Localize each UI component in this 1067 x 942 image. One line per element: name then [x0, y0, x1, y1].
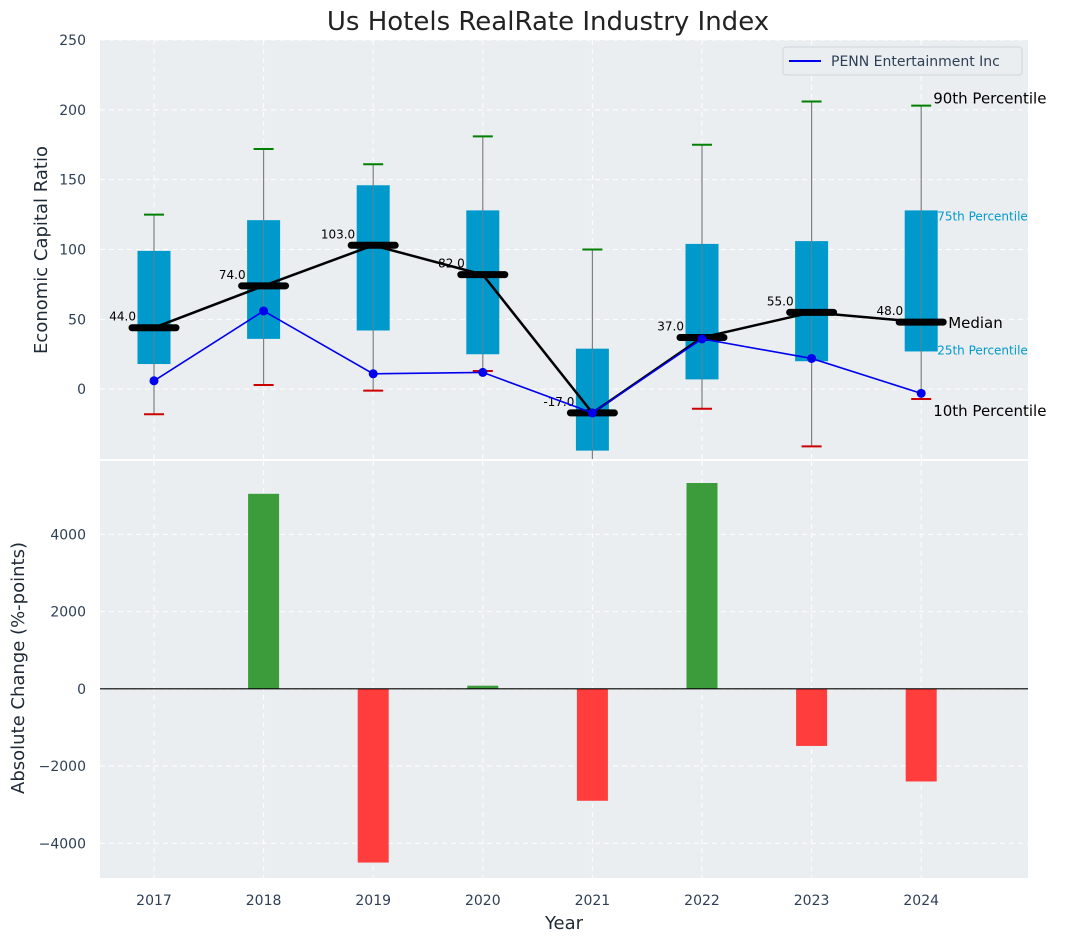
company-point-2020: [478, 367, 488, 377]
top-y-tick-label: 50: [68, 312, 86, 328]
company-point-2018: [259, 306, 269, 316]
change-bar-2024: [905, 688, 937, 782]
change-bar-2021: [576, 688, 608, 801]
legend-label-penn: PENN Entertainment Inc: [831, 54, 1000, 70]
median-value-label-2023: 55.0: [767, 294, 794, 308]
bottom-plot-area: [100, 461, 1028, 878]
company-point-2022: [697, 334, 707, 344]
x-tick-label-2022: 2022: [684, 893, 720, 909]
change-bar-2020: [467, 685, 499, 689]
legend: PENN Entertainment Inc: [782, 46, 1023, 76]
top-y-tick-label: 0: [77, 382, 86, 398]
bottom-y-tick-label: −4000: [39, 836, 86, 852]
company-point-2019: [368, 369, 378, 379]
median-value-label-2018: 74.0: [219, 268, 246, 282]
x-tick-label-2019: 2019: [355, 893, 391, 909]
bottom-y-tick-label: 0: [77, 682, 86, 698]
change-bar-2023: [796, 688, 828, 746]
company-series-line: [153, 310, 922, 414]
x-axis-label: Year: [544, 913, 584, 934]
median-value-label-2020: 82.0: [438, 257, 465, 271]
chart-title: Us Hotels RealRate Industry Index: [327, 7, 769, 37]
bottom-y-axis-label: Absolute Change (%-points): [8, 542, 29, 794]
annotation-p10: 10th Percentile: [933, 402, 1046, 420]
bottom-y-tick-label: −2000: [39, 759, 86, 775]
x-tick-label-2023: 2023: [794, 893, 830, 909]
x-tick-label-2018: 2018: [246, 893, 282, 909]
median-value-label-2019: 103.0: [321, 227, 355, 241]
annotation-p25: 25th Percentile: [937, 343, 1028, 357]
x-tick-label-2020: 2020: [465, 893, 501, 909]
change-bar-2022: [686, 483, 718, 689]
annotation-p90: 90th Percentile: [933, 90, 1046, 108]
top-y-tick-label: 250: [59, 33, 86, 49]
annotation-p75: 75th Percentile: [937, 209, 1028, 223]
change-bar-2018: [248, 493, 280, 689]
annotation-median: Median: [948, 314, 1003, 332]
company-point-2024: [916, 388, 926, 398]
median-value-label-2022: 37.0: [657, 319, 684, 333]
x-tick-label-2017: 2017: [136, 893, 172, 909]
company-point-2017: [149, 376, 159, 386]
median-line: [153, 243, 922, 415]
top-y-axis-label: Economic Capital Ratio: [31, 146, 52, 354]
x-tick-label-2021: 2021: [575, 893, 611, 909]
x-tick-label-2024: 2024: [903, 893, 939, 909]
top-y-tick-label: 200: [59, 103, 86, 119]
median-value-label-2017: 44.0: [109, 310, 136, 324]
bottom-y-tick-label: 2000: [50, 605, 86, 621]
median-value-label-2024: 48.0: [876, 304, 903, 318]
company-point-2023: [807, 353, 817, 363]
bottom-y-tick-label: 4000: [50, 527, 86, 543]
top-y-tick-label: 150: [59, 173, 86, 189]
top-y-tick-label: 100: [59, 243, 86, 259]
company-point-2021: [587, 408, 597, 418]
change-bar-2019: [357, 688, 389, 863]
